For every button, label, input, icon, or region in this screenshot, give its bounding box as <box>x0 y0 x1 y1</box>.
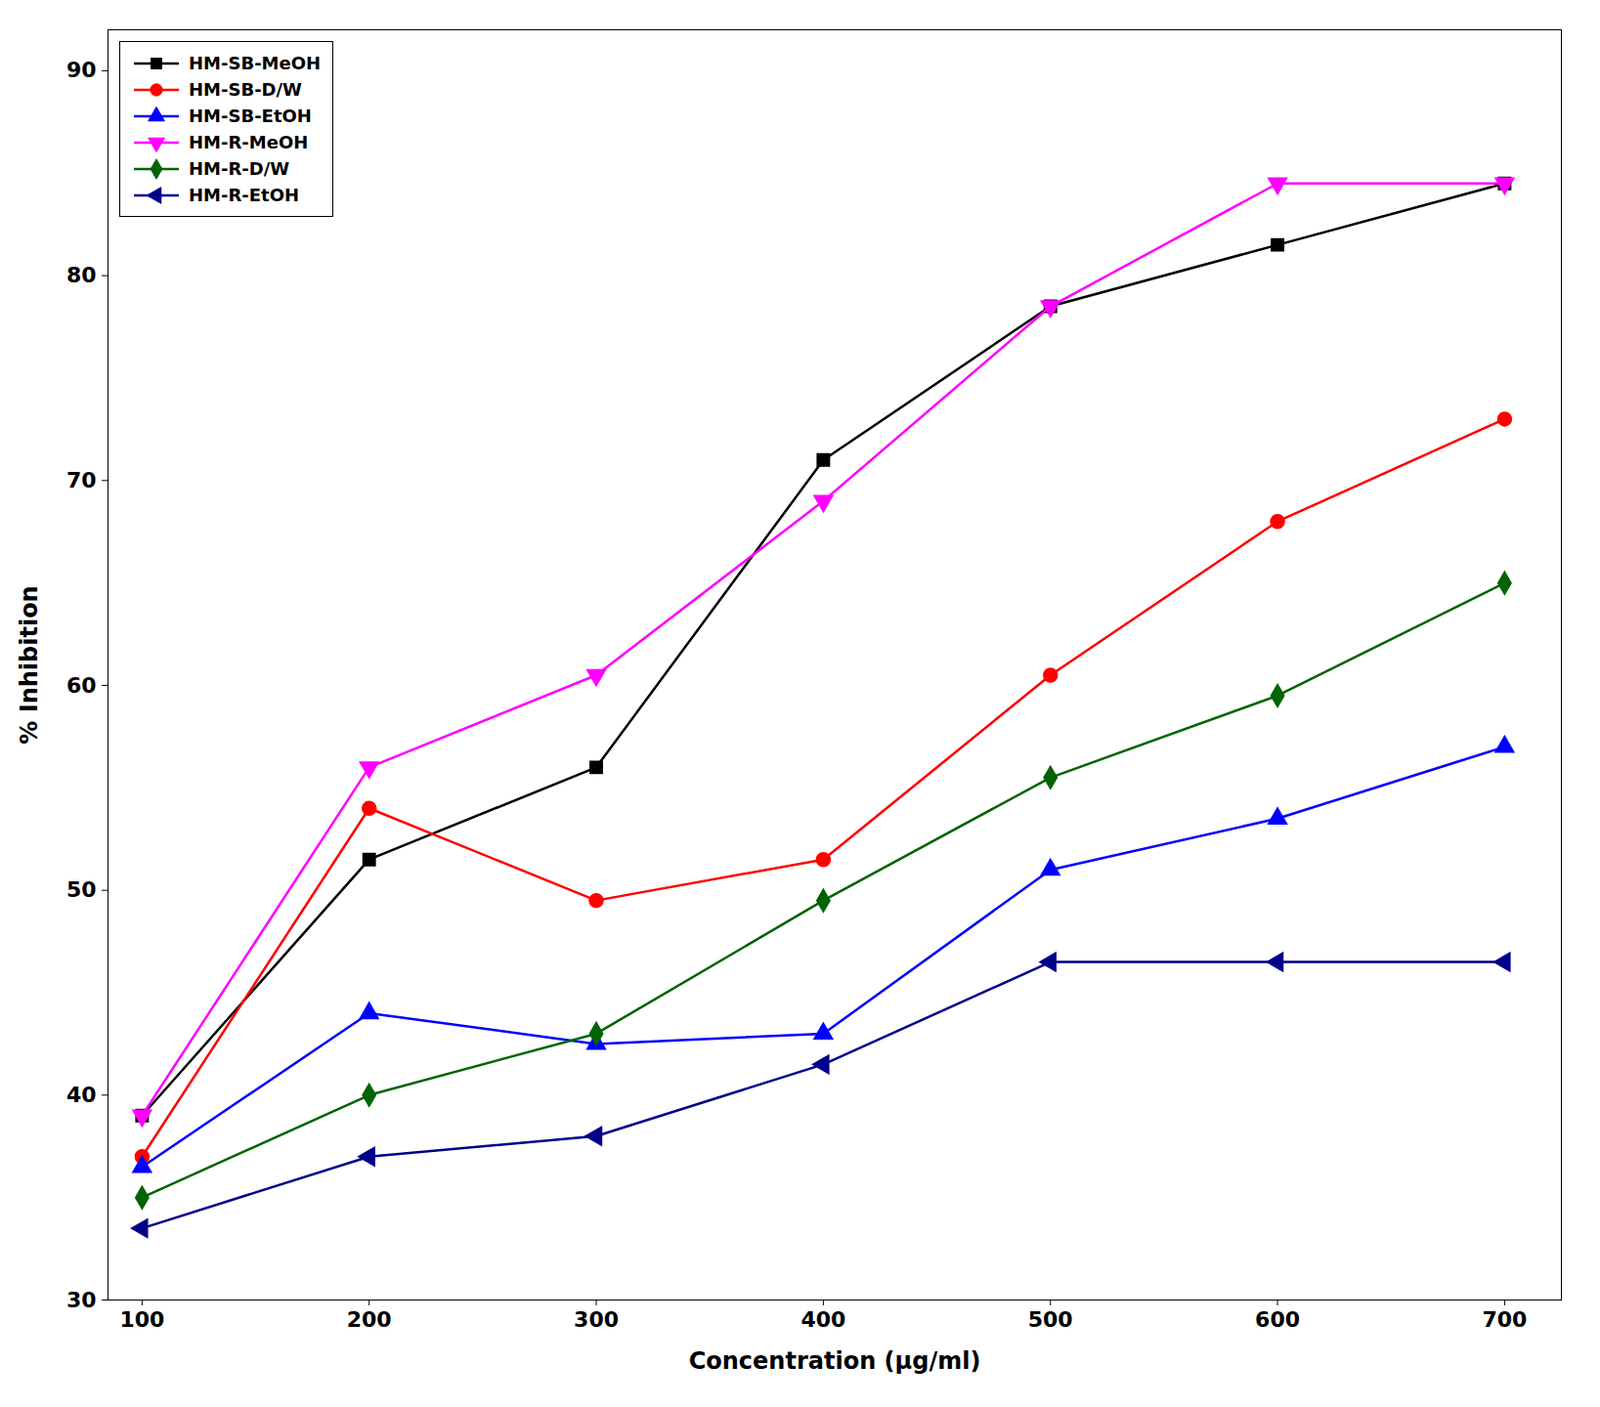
svg-text:300: 300 <box>573 1307 619 1333</box>
svg-text:700: 700 <box>1481 1307 1527 1333</box>
html-text:HM-SB-EtOH: HM-SB-EtOH <box>188 105 312 127</box>
svg-text:100: 100 <box>119 1307 165 1333</box>
html-text:HM-R-EtOH: HM-R-EtOH <box>188 184 300 206</box>
html-text:HM-R-MeOH: HM-R-MeOH <box>188 131 309 153</box>
html-text:HM-SB-D/W: HM-SB-D/W <box>188 79 303 100</box>
svg-text:30: 30 <box>66 1288 97 1313</box>
html-text:HM-R-D/W: HM-R-D/W <box>188 158 290 179</box>
html-text:HM-SB-MeOH: HM-SB-MeOH <box>188 52 321 74</box>
svg-text:200: 200 <box>346 1307 392 1333</box>
svg-text:Concentration (μg/ml): Concentration (μg/ml) <box>689 1347 982 1376</box>
svg-text:50: 50 <box>66 877 97 903</box>
svg-text:60: 60 <box>66 673 97 698</box>
svg-text:80: 80 <box>66 262 97 288</box>
svg-text:% Inhibition: % Inhibition <box>15 585 44 744</box>
svg-text:70: 70 <box>66 468 97 493</box>
svg-text:90: 90 <box>66 57 97 83</box>
svg-text:400: 400 <box>800 1307 846 1333</box>
svg-text:40: 40 <box>66 1082 97 1108</box>
svg-text:600: 600 <box>1254 1307 1300 1333</box>
svg-text:500: 500 <box>1028 1307 1074 1333</box>
